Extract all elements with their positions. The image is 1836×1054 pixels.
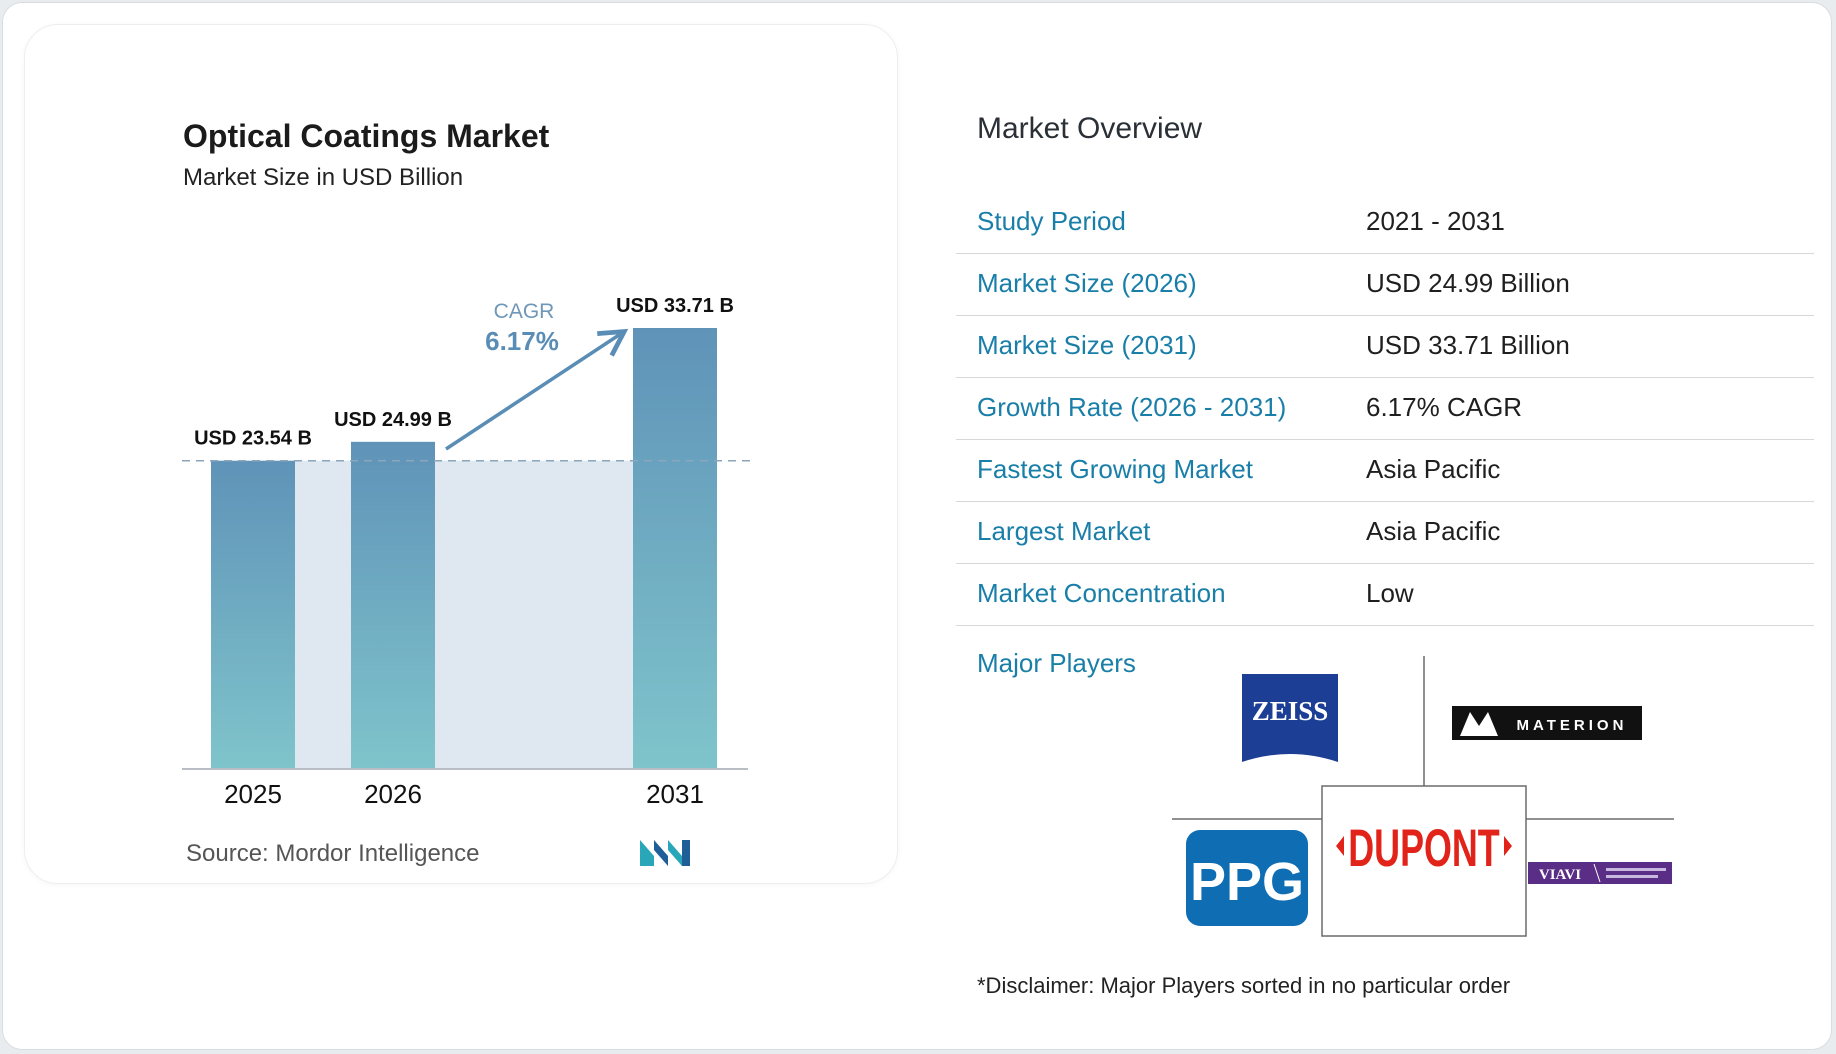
major-players-logos: ZEISS MATERION PPG DUPONT VIAVI: [1172, 656, 1674, 937]
overview-row: Market Size (2031) USD 33.71 Billion: [956, 316, 1814, 378]
zeiss-logo: ZEISS: [1242, 674, 1338, 762]
row-value: 2021 - 2031: [1366, 206, 1505, 236]
ppg-logo: PPG: [1186, 830, 1308, 926]
row-key: Fastest Growing Market: [977, 454, 1253, 484]
row-key: Market Size (2031): [977, 330, 1197, 360]
chart-subtitle: Market Size in USD Billion: [183, 164, 464, 191]
row-value: USD 33.71 Billion: [1366, 330, 1570, 360]
svg-text:MATERION: MATERION: [1517, 717, 1628, 734]
row-key: Market Size (2026): [977, 268, 1197, 298]
materion-logo: MATERION: [1452, 706, 1642, 740]
row-value: Asia Pacific: [1366, 516, 1501, 546]
svg-text:DUPONT: DUPONT: [1348, 818, 1500, 878]
bar-2026: [351, 441, 435, 768]
row-value: USD 24.99 Billion: [1366, 268, 1570, 298]
svg-text:ZEISS: ZEISS: [1252, 696, 1329, 726]
svg-text:VIAVI: VIAVI: [1539, 867, 1581, 883]
row-key: Growth Rate (2026 - 2031): [977, 392, 1287, 422]
row-value: Low: [1366, 578, 1414, 608]
overview-row: Growth Rate (2026 - 2031) 6.17% CAGR: [956, 378, 1814, 440]
x-tick-label-2026: 2026: [364, 779, 422, 809]
source-note: Source: Mordor Intelligence: [186, 840, 480, 867]
overview-title: Market Overview: [977, 112, 1203, 145]
row-key: Largest Market: [977, 516, 1151, 546]
overview-row: Largest Market Asia Pacific: [956, 502, 1814, 564]
major-players-label: Major Players: [977, 648, 1136, 678]
bar-chart: USD 23.54 B 2025 USD 24.99 B 2026 USD 33.71 …: [182, 295, 750, 809]
cagr-label: CAGR: [494, 300, 555, 323]
chart-title: Optical Coatings Market: [183, 118, 550, 154]
bar-2025: [211, 460, 295, 768]
row-value: Asia Pacific: [1366, 454, 1501, 484]
x-tick-label-2025: 2025: [224, 779, 282, 809]
data-label-2031: USD 33.71 B: [616, 295, 734, 317]
data-label-2025: USD 23.54 B: [194, 428, 312, 450]
cagr-arrow: [445, 328, 629, 451]
overview-row: Fastest Growing Market Asia Pacific: [956, 440, 1814, 502]
data-label-2026: USD 24.99 B: [334, 409, 452, 431]
mordor-intelligence-logo: [640, 840, 690, 866]
dupont-logo: DUPONT: [1336, 818, 1512, 878]
row-key: Market Concentration: [977, 578, 1226, 608]
cagr-value: 6.17%: [485, 326, 559, 356]
bar-2031: [633, 328, 717, 768]
svg-text:PPG: PPG: [1190, 852, 1304, 912]
overview-row: Study Period 2021 - 2031: [956, 192, 1814, 254]
viavi-logo: VIAVI: [1528, 862, 1672, 884]
row-key: Study Period: [977, 206, 1126, 236]
overview-row: Market Concentration Low: [956, 564, 1814, 626]
disclaimer-note: *Disclaimer: Major Players sorted in no …: [977, 973, 1511, 998]
x-tick-label-2031: 2031: [646, 779, 704, 809]
overview-table: Study Period 2021 - 2031 Market Size (202…: [956, 192, 1814, 626]
overview-row: Market Size (2026) USD 24.99 Billion: [956, 254, 1814, 316]
row-value: 6.17% CAGR: [1366, 392, 1523, 422]
